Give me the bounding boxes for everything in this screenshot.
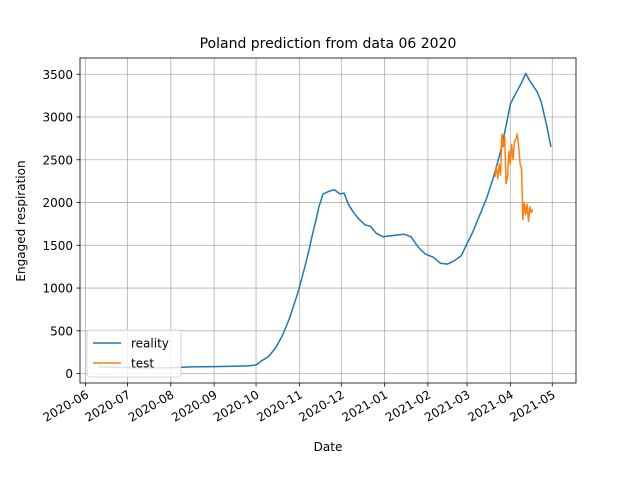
x-axis-label: Date bbox=[314, 440, 343, 454]
series-lines bbox=[98, 72, 552, 369]
y-axis-label: Engaged respiration bbox=[14, 160, 28, 281]
legend-box bbox=[86, 329, 182, 378]
y-tick-label: 3500 bbox=[42, 68, 73, 82]
legend-label-test: test bbox=[131, 357, 154, 371]
y-tick-label: 2500 bbox=[42, 153, 73, 167]
y-tick-label: 1500 bbox=[42, 239, 73, 253]
series-line-test bbox=[494, 133, 534, 223]
y-tick-label: 3000 bbox=[42, 111, 73, 125]
y-tick-label: 2000 bbox=[42, 196, 73, 210]
y-axis: 0 500 1000 1500 2000 2500 3000 3500 bbox=[42, 68, 80, 381]
chart-title: Poland prediction from data 06 2020 bbox=[200, 36, 457, 52]
y-tick-label: 500 bbox=[50, 324, 73, 338]
grid-lines bbox=[80, 58, 576, 383]
y-tick-label: 0 bbox=[65, 367, 73, 381]
legend: reality test bbox=[86, 329, 182, 378]
legend-label-reality: reality bbox=[131, 337, 169, 351]
y-tick-label: 1000 bbox=[42, 282, 73, 296]
plot-frame bbox=[79, 57, 577, 384]
